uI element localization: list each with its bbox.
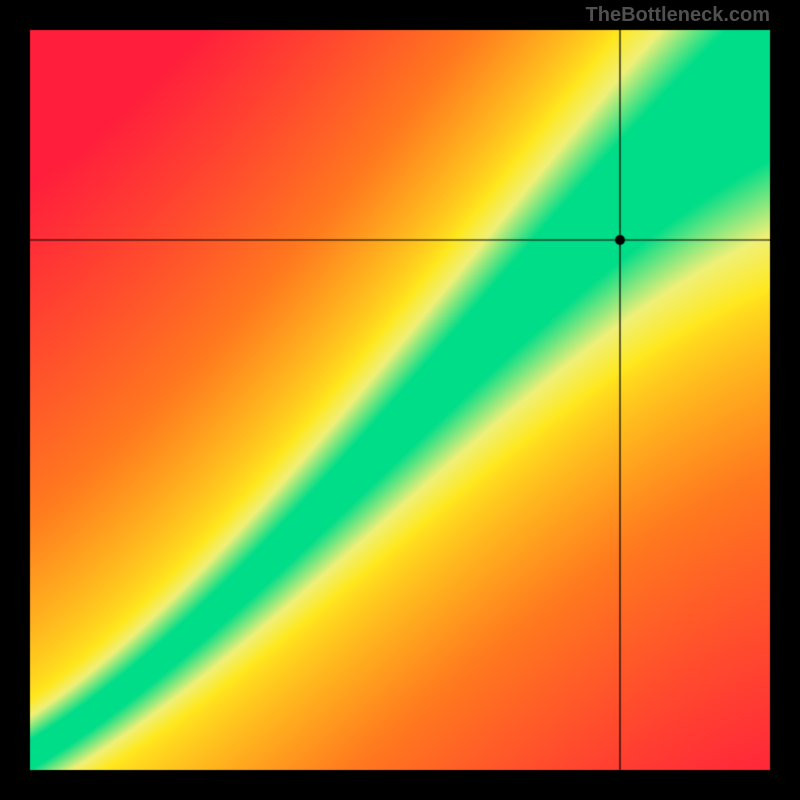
watermark-text: TheBottleneck.com <box>586 4 770 27</box>
bottleneck-heatmap-container: TheBottleneck.com <box>0 0 800 800</box>
heatmap-canvas <box>0 0 800 800</box>
